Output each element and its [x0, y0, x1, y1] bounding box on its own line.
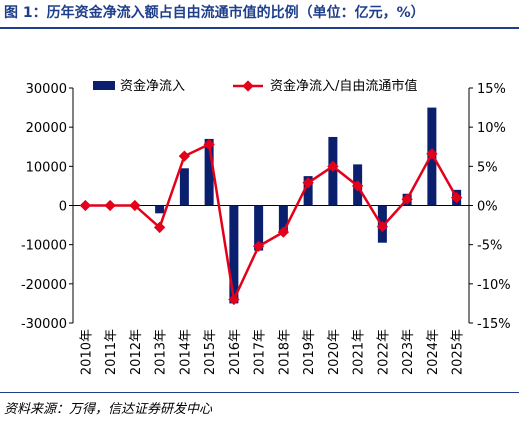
x-axis-label: 2022年 [376, 329, 391, 375]
left-axis-tick-label: 10000 [26, 160, 67, 175]
x-axis-label: 2024年 [426, 329, 441, 375]
left-axis-ticks: 30000 20000 10000 0 -10000 -20000 -30000 [21, 82, 73, 332]
x-axis-label: 2025年 [451, 329, 466, 375]
right-axis-tick-label: -15% [477, 317, 511, 332]
ratio-point-2023年 [401, 193, 413, 205]
ratio-point-2025年 [450, 192, 463, 204]
figure-source: 资料来源：万得，信达证券研发中心 [4, 402, 213, 417]
ratio-point-2012年 [129, 199, 141, 212]
right-axis-ticks: 15% 10% 5% 0% -5% -10% -15% [469, 82, 511, 332]
chart: 30000 20000 10000 0 -10000 -20000 -30000 15% 10… [21, 78, 511, 375]
figure-title: 图 1：历年资金净流入额占自由流通市值的比例（单位：亿元，%） [4, 5, 425, 21]
right-axis-tick-label: -10% [477, 278, 511, 293]
ratio-point-2016年 [228, 293, 240, 306]
legend: 资金净流入 资金净流入/自由流通市值 [93, 78, 417, 94]
right-axis-tick-label: 5% [477, 160, 498, 175]
ratio-point-2013年 [153, 221, 166, 234]
legend-swatch-bar [93, 81, 115, 90]
x-axis-label: 2018年 [277, 329, 292, 375]
bar-2017年 [254, 205, 264, 251]
x-axis-label: 2015年 [203, 329, 218, 375]
ratio-point-2017年 [252, 240, 265, 252]
x-axis-label: 2020年 [327, 329, 342, 375]
bar-2015年 [204, 138, 214, 206]
right-axis-tick-label: 15% [477, 82, 506, 97]
x-axis-label: 2011年 [104, 329, 119, 375]
legend-swatch-marker [242, 80, 254, 92]
bar-2014年 [179, 168, 189, 206]
line-series [79, 138, 463, 306]
bar-2016年 [229, 205, 239, 304]
ratio-point-2018年 [277, 226, 290, 238]
x-axis-label: 2023年 [401, 329, 416, 375]
right-axis-tick-label: 10% [477, 121, 506, 136]
ratio-line [85, 143, 458, 301]
ratio-point-2015年 [203, 138, 215, 151]
x-axis-labels: 2010年 2011年 2012年 2013年 2014年 2015年 2016年 2017年… [79, 329, 465, 375]
left-axis-tick-label: -30000 [21, 317, 67, 332]
ratio-point-2010年 [79, 199, 92, 212]
right-axis-tick-label: -5% [477, 239, 502, 254]
ratio-point-2019年 [302, 177, 314, 189]
x-axis-label: 2019年 [302, 329, 317, 375]
legend-label-line: 资金净流入/自由流通市值 [270, 78, 417, 94]
ratio-point-2020年 [327, 160, 339, 172]
left-axis-tick-label: 20000 [26, 121, 67, 136]
bar-2013年 [155, 205, 165, 214]
x-axis-label: 2012年 [129, 329, 144, 375]
left-axis-tick-label: 0 [59, 200, 67, 215]
bar-2018年 [278, 205, 288, 231]
source-divider [0, 392, 519, 393]
x-axis-label: 2016年 [228, 329, 243, 375]
ratio-point-2022年 [376, 220, 389, 233]
ratio-point-2021年 [351, 180, 364, 192]
x-axis-label: 2014年 [178, 329, 193, 375]
x-axis-label: 2013年 [154, 329, 169, 375]
x-axis-label: 2010年 [79, 329, 94, 375]
ratio-point-2014年 [178, 150, 191, 162]
left-axis-tick-label: 30000 [26, 82, 67, 97]
legend-label-bar: 资金净流入 [120, 78, 185, 94]
right-axis-tick-label: 0% [477, 200, 498, 215]
left-axis-tick-label: -10000 [21, 239, 67, 254]
ratio-point-2011年 [104, 199, 116, 212]
bar-2019年 [303, 176, 313, 206]
x-axis-label: 2021年 [352, 329, 367, 375]
plot-area: 30000 20000 10000 0 -10000 -20000 -30000 15% 10… [21, 82, 511, 375]
title-divider [0, 27, 519, 29]
left-axis-tick-label: -20000 [21, 278, 67, 293]
x-axis-label: 2017年 [253, 329, 268, 375]
